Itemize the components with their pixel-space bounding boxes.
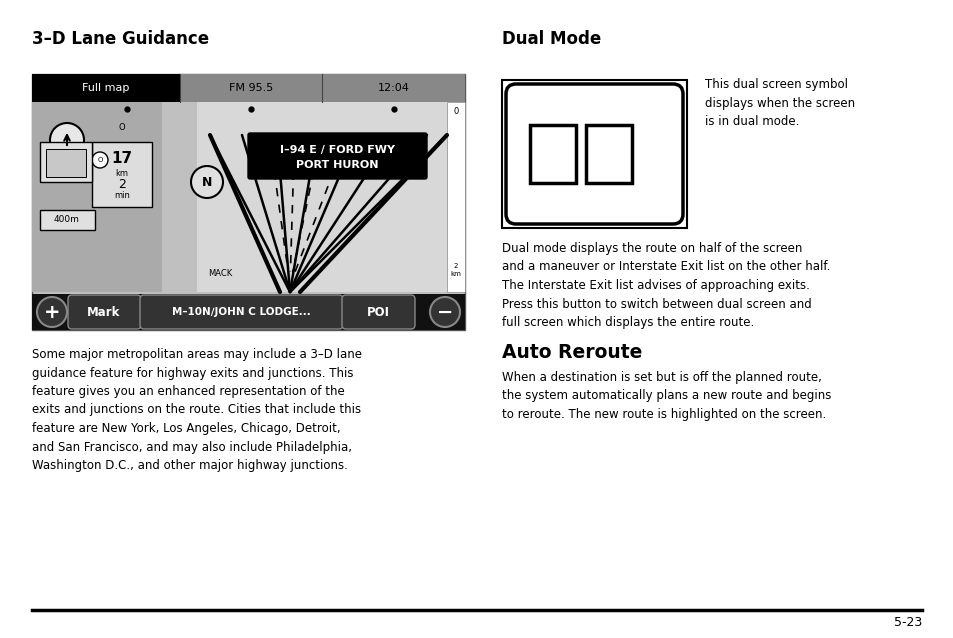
FancyBboxPatch shape [68,295,141,329]
Text: O: O [97,157,103,163]
Text: +: + [44,302,60,322]
Bar [196,102,452,292]
Text: POI: POI [366,306,389,318]
Text: 3–D Lane Guidance: 3–D Lane Guidance [32,30,209,48]
Text: O: O [118,122,125,131]
FancyBboxPatch shape [140,295,343,329]
FancyBboxPatch shape [248,133,427,179]
Bar [585,125,631,183]
Text: 0: 0 [453,107,458,117]
Text: min: min [114,191,130,200]
Text: km: km [115,168,129,178]
Text: N: N [202,175,212,188]
Text: −: − [436,302,453,322]
Bar [32,74,464,102]
Text: Mark: Mark [88,306,121,318]
Text: Auto Reroute: Auto Reroute [501,343,641,362]
FancyBboxPatch shape [341,295,415,329]
Text: Dual Mode: Dual Mode [501,30,600,48]
Text: 400m: 400m [54,216,80,225]
Circle shape [50,123,84,157]
Bar [447,102,464,292]
Text: Dual mode displays the route on half of the screen
and a maneuver or Interstate : Dual mode displays the route on half of … [501,242,829,329]
Text: I–94 E / FORD FWY: I–94 E / FORD FWY [280,145,395,154]
Text: Some major metropolitan areas may include a 3–D lane
guidance feature for highwa: Some major metropolitan areas may includ… [32,348,361,472]
Bar [32,74,464,330]
Circle shape [430,297,459,327]
Text: This dual screen symbol
displays when the screen
is in dual mode.: This dual screen symbol displays when th… [704,78,854,128]
Bar [40,210,95,230]
Bar [32,102,162,292]
FancyBboxPatch shape [505,84,682,224]
Text: 17: 17 [112,151,132,166]
Bar [530,125,576,183]
Text: When a destination is set but is off the planned route,
the system automatically: When a destination is set but is off the… [501,371,830,421]
Bar [46,149,86,177]
Text: Full map: Full map [82,83,130,93]
Circle shape [191,166,223,198]
Circle shape [91,152,108,168]
Bar [40,142,91,182]
Text: 12:04: 12:04 [377,83,410,93]
Text: MACK: MACK [208,269,232,278]
Bar [32,294,464,330]
Bar [91,142,152,207]
Text: 2: 2 [118,178,126,191]
Text: M–10N∕JOHN C LODGE...: M–10N∕JOHN C LODGE... [172,307,310,317]
Bar [501,80,686,228]
Circle shape [37,297,67,327]
Text: 5-23: 5-23 [893,616,921,628]
Text: 2
km: 2 km [450,263,461,276]
Text: PORT HURON: PORT HURON [296,160,378,170]
Text: FM 95.5: FM 95.5 [229,83,273,93]
Bar [32,74,180,102]
